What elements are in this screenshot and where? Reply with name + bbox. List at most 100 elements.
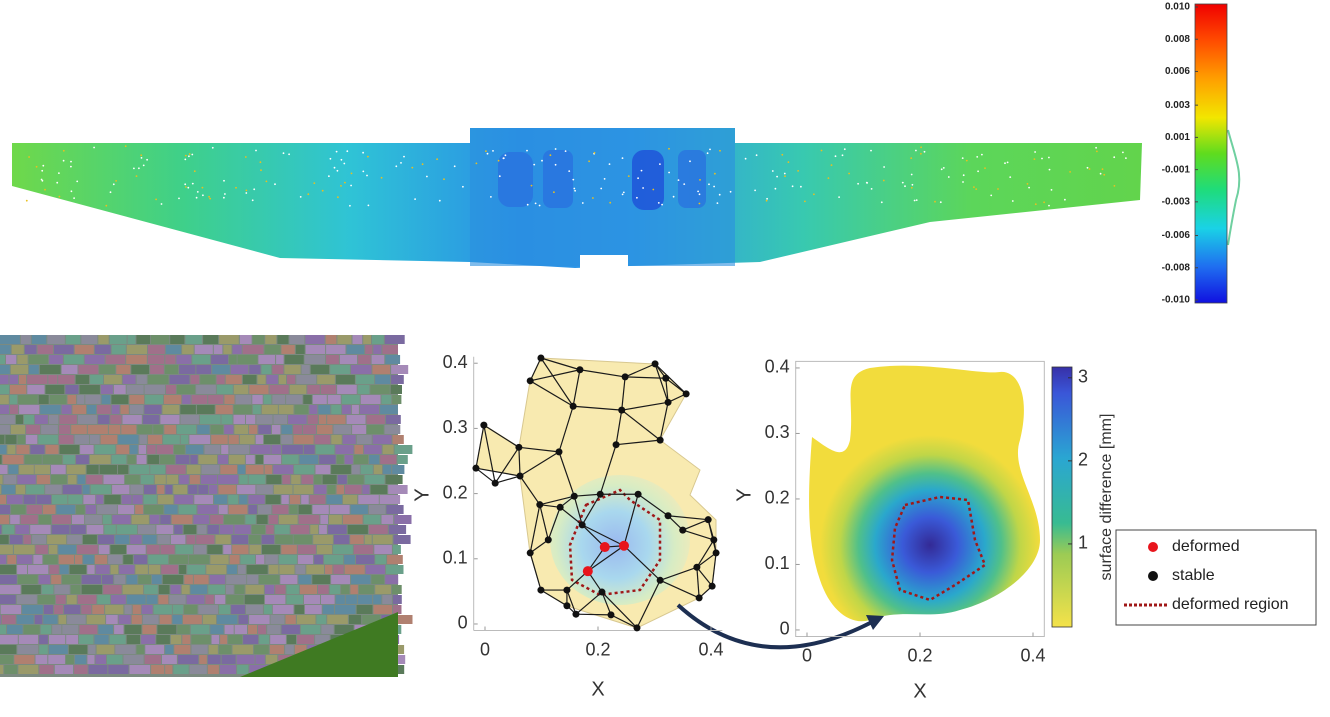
stone: [52, 515, 71, 524]
stone: [239, 335, 252, 344]
stone: [303, 395, 312, 404]
point: [704, 516, 712, 524]
speckle: [640, 169, 643, 172]
stone: [32, 535, 47, 544]
speckle: [475, 162, 478, 165]
stone: [26, 425, 41, 434]
speckle: [870, 188, 873, 190]
stone: [172, 615, 182, 624]
speckle: [984, 167, 986, 170]
stone: [348, 615, 362, 624]
speckle: [754, 189, 756, 192]
mesh-edge: [601, 591, 612, 616]
stone: [193, 515, 210, 524]
stone: [231, 605, 246, 614]
stone: [319, 525, 327, 534]
speckle: [554, 163, 557, 166]
speckle: [729, 190, 732, 193]
stone: [9, 395, 18, 404]
stone: [296, 375, 317, 384]
stone: [136, 645, 145, 654]
stone: [99, 365, 116, 374]
legend: deformed stable deformed region: [1115, 529, 1317, 626]
stone: [160, 515, 171, 524]
mesh-edge: [573, 405, 622, 411]
stone: [288, 415, 307, 424]
stone: [146, 595, 158, 604]
mesh-edge: [668, 515, 709, 521]
stone: [320, 385, 337, 394]
stone: [0, 425, 10, 434]
stone: [96, 645, 115, 654]
stone: [333, 545, 353, 554]
stone: [40, 405, 61, 414]
stone: [97, 535, 115, 544]
stone: [370, 385, 390, 394]
speckle: [820, 149, 823, 152]
stone: [54, 585, 70, 594]
stone: [238, 615, 249, 624]
x-tick-label: 0.2: [907, 645, 932, 665]
stone: [58, 375, 75, 384]
stone: [179, 365, 196, 374]
stone: [77, 475, 86, 484]
stone: [249, 545, 261, 554]
speckle: [1006, 161, 1009, 164]
stone: [344, 555, 355, 564]
stone: [256, 485, 273, 494]
stone: [72, 515, 85, 524]
speckle: [973, 186, 975, 189]
stone: [350, 505, 368, 514]
stone: [51, 575, 62, 584]
stone: [164, 425, 176, 434]
x-tick-label: 0: [802, 645, 812, 665]
stone: [322, 475, 337, 484]
speckle: [1048, 168, 1051, 171]
stone: [215, 535, 231, 544]
stone: [352, 335, 363, 344]
stone: [0, 655, 14, 664]
stone: [255, 455, 263, 464]
stone: [188, 555, 210, 564]
stone: [193, 575, 209, 584]
stone: [261, 365, 272, 374]
stone: [190, 375, 200, 384]
stone: [305, 345, 326, 354]
stone: [229, 555, 240, 564]
stone: [166, 465, 186, 474]
stone: [55, 595, 66, 604]
stone: [200, 475, 218, 484]
stone: [160, 545, 175, 554]
stone: [358, 585, 375, 594]
stone: [379, 495, 401, 504]
speckle: [362, 151, 364, 154]
stone: [173, 665, 189, 674]
speckle: [1099, 172, 1102, 175]
speckle: [367, 155, 369, 158]
stone: [15, 525, 30, 534]
stone: [0, 405, 9, 414]
stone: [28, 565, 49, 574]
speckle: [593, 151, 596, 154]
point: [708, 582, 716, 590]
speckle: [990, 194, 993, 197]
speckle: [191, 182, 194, 185]
stone: [41, 425, 58, 434]
speckle: [776, 175, 778, 178]
stone: [127, 545, 146, 554]
stone: [26, 485, 45, 494]
speckle: [184, 183, 187, 186]
stone: [258, 625, 267, 634]
stone: [123, 555, 133, 564]
stone: [30, 445, 45, 454]
point: [572, 610, 580, 618]
stone: [249, 615, 270, 624]
stone: [229, 445, 250, 454]
legend-marker: [1148, 571, 1158, 581]
stone: [0, 525, 2, 534]
mesh-edge: [573, 496, 583, 526]
stone: [295, 345, 305, 354]
stone: [0, 605, 22, 614]
speckle: [699, 179, 701, 181]
stone: [230, 365, 249, 374]
